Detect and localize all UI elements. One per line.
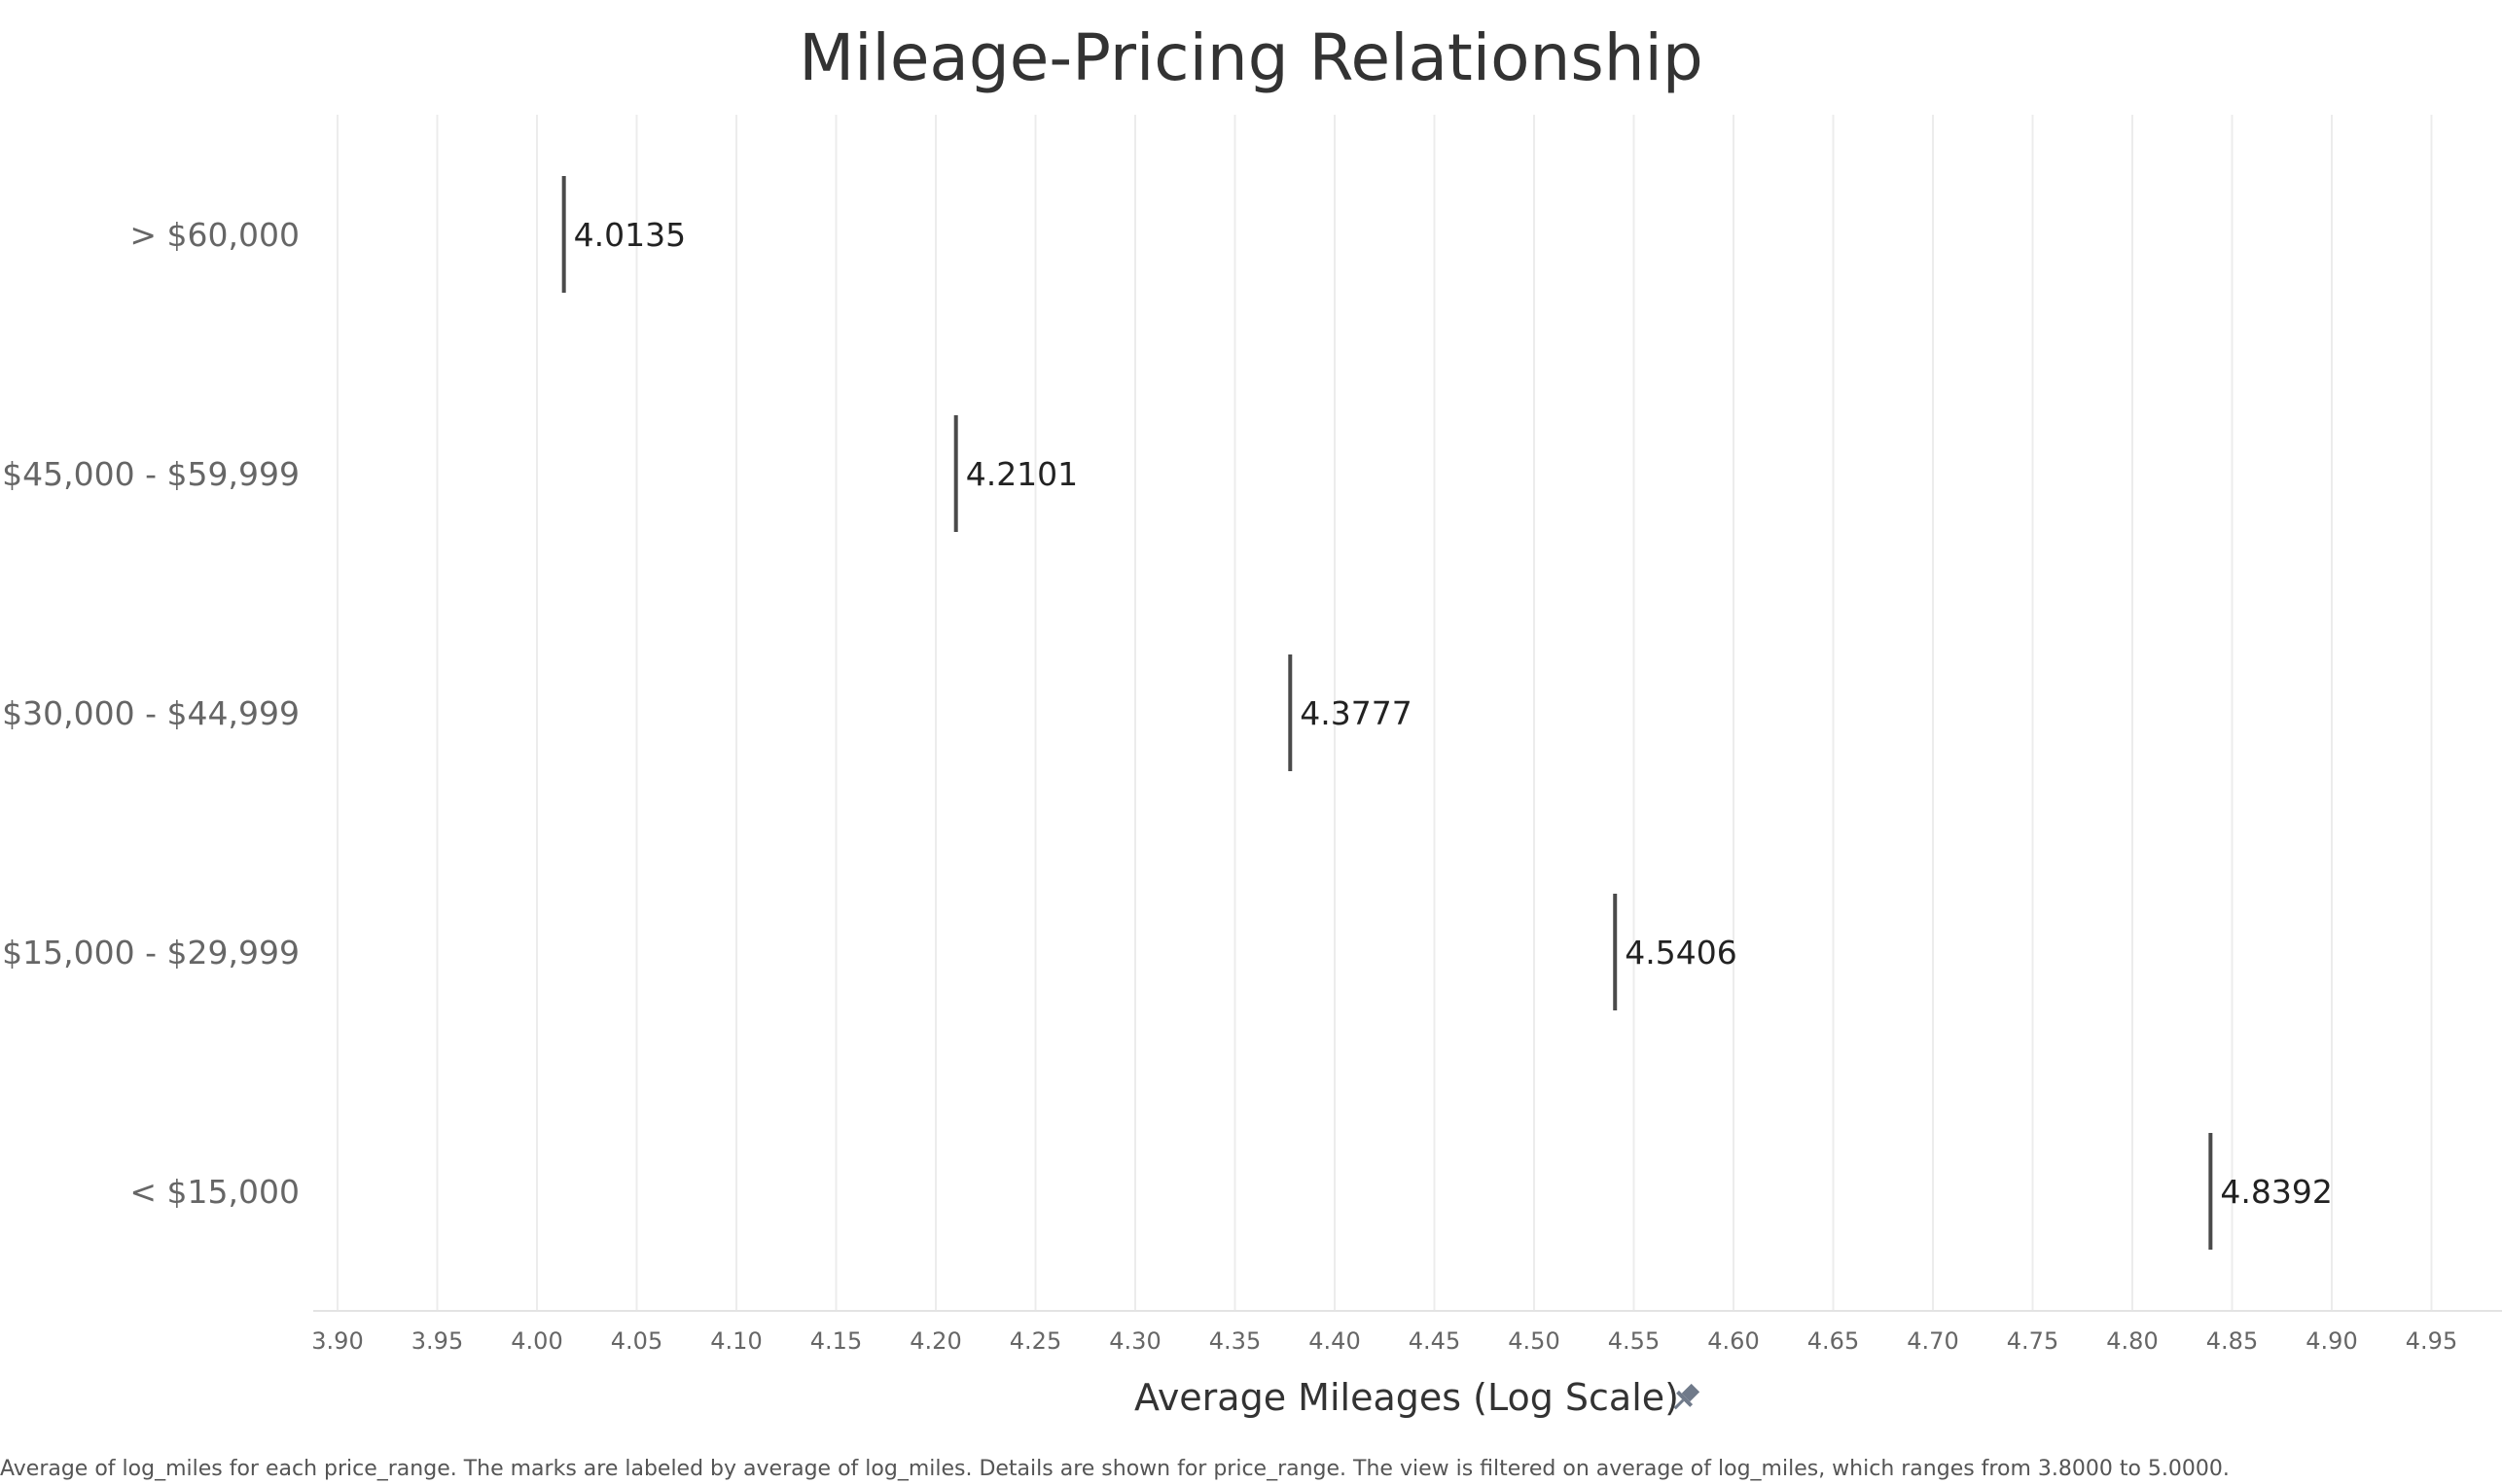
chart-title: Mileage-Pricing Relationship <box>799 20 1703 95</box>
x-tick-label: 4.70 <box>1907 1327 1958 1355</box>
category-label: > $60,000 <box>129 216 300 254</box>
data-label: 4.5406 <box>1625 934 1736 972</box>
grid-layer <box>337 115 2433 1311</box>
category-label: $15,000 - $29,999 <box>2 934 300 972</box>
x-tick-label: 4.20 <box>910 1327 961 1355</box>
category-label: $45,000 - $59,999 <box>2 455 300 493</box>
x-tick-label: 4.30 <box>1109 1327 1161 1355</box>
x-tick-label: 4.60 <box>1707 1327 1759 1355</box>
x-tick-label: 4.65 <box>1807 1327 1859 1355</box>
x-tick-label: 4.40 <box>1308 1327 1360 1355</box>
data-label: 4.3777 <box>1300 694 1412 732</box>
data-label: 4.0135 <box>574 216 686 254</box>
row-labels: > $60,000 $45,000 - $59,999 $30,000 - $44,… <box>2 216 300 1211</box>
x-tick-label: 4.55 <box>1608 1327 1660 1355</box>
x-tick-label: 4.80 <box>2106 1327 2158 1355</box>
data-labels: 4.0135 4.2101 4.3777 4.5406 4.8392 <box>574 216 2333 1211</box>
x-tick-label: 4.00 <box>511 1327 562 1355</box>
marks <box>561 176 2213 1250</box>
x-axis-title: Average Mileages (Log Scale) <box>1134 1376 1679 1419</box>
x-tick-label: 4.90 <box>2305 1327 2357 1355</box>
data-label: 4.2101 <box>966 455 1078 493</box>
x-tick-label: 4.05 <box>611 1327 662 1355</box>
category-label: $30,000 - $44,999 <box>2 694 300 732</box>
x-tick-label: 4.10 <box>710 1327 762 1355</box>
x-tick-label: 4.45 <box>1409 1327 1460 1355</box>
x-tick-label: 4.75 <box>2007 1327 2058 1355</box>
chart-caption: Average of log_miles for each price_rang… <box>0 1457 2230 1481</box>
x-tick-label: 4.15 <box>810 1327 862 1355</box>
pin-icon[interactable] <box>1668 1381 1702 1415</box>
x-tick-label: 4.50 <box>1508 1327 1559 1355</box>
x-tick-label: 3.95 <box>411 1327 463 1355</box>
x-tick-label: 4.95 <box>2406 1327 2457 1355</box>
x-tick-label: 3.90 <box>311 1327 363 1355</box>
x-tick-label: 4.85 <box>2206 1327 2258 1355</box>
x-tick-label: 4.35 <box>1209 1327 1261 1355</box>
x-tick-labels: 3.90 3.95 4.00 4.05 4.10 4.15 4.20 4.25 4.30 4.35… <box>311 1327 2457 1355</box>
x-tick-label: 4.25 <box>1010 1327 1061 1355</box>
data-label: 4.8392 <box>2220 1173 2332 1211</box>
category-label: < $15,000 <box>129 1173 300 1211</box>
